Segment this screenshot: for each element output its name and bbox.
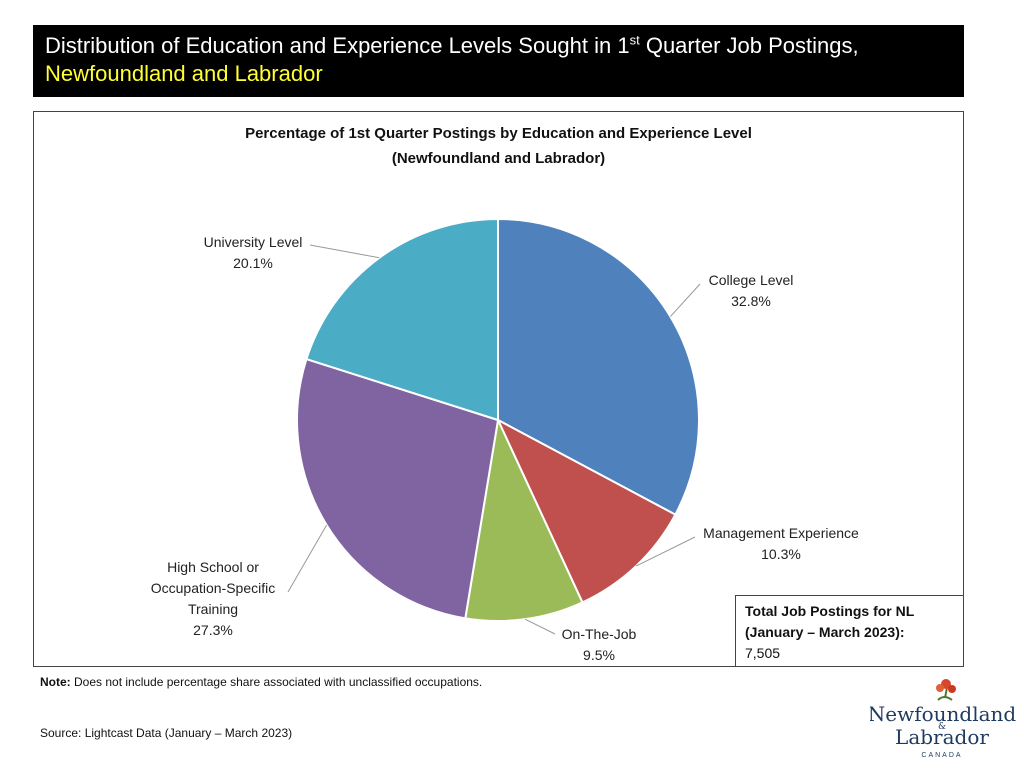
title-text: Distribution of Education and Experience… bbox=[45, 33, 630, 58]
logo-text: & bbox=[938, 722, 946, 732]
leader-line bbox=[669, 283, 701, 317]
leader-line bbox=[309, 244, 380, 259]
value-label: 32.8% bbox=[731, 293, 771, 309]
slice-label: On-The-Job 9.5% bbox=[549, 624, 649, 666]
leader-line bbox=[635, 536, 696, 567]
header: Distribution of Education and Experience… bbox=[33, 25, 964, 97]
slice-label: Management Experience 10.3% bbox=[681, 523, 881, 565]
logo: Newfoundland & Labrador CANADA bbox=[870, 679, 1016, 759]
category-label: University Level bbox=[203, 234, 303, 250]
source: Source: Lightcast Data (January – March … bbox=[40, 726, 293, 740]
note-text: Does not include percentage share associ… bbox=[70, 675, 483, 689]
logo-text: CANADA bbox=[921, 752, 962, 759]
value-label: 20.1% bbox=[233, 255, 273, 271]
title-text: Quarter Job Postings, bbox=[639, 33, 859, 58]
slice-label: High School or Occupation-Specific Train… bbox=[133, 557, 293, 641]
value-label: 10.3% bbox=[761, 546, 801, 562]
slice-label: University Level 20.1% bbox=[183, 232, 323, 274]
category-label: High School or Occupation-Specific Train… bbox=[150, 559, 276, 617]
total-box: Total Job Postings for NL (January – Mar… bbox=[735, 595, 964, 667]
logo-flower bbox=[936, 679, 956, 701]
chart-subtitle: (Newfoundland and Labrador) bbox=[391, 150, 606, 167]
logo-text: Labrador bbox=[895, 725, 989, 749]
total-title: Total Job Postings for NL (January – Mar… bbox=[745, 603, 915, 640]
leader-line bbox=[287, 524, 328, 593]
value-label: 27.3% bbox=[193, 622, 233, 638]
chart-frame bbox=[33, 111, 964, 667]
pie-slice bbox=[464, 416, 584, 622]
category-label: On-The-Job bbox=[561, 626, 637, 642]
chart-title: Percentage of 1st Quarter Postings by Ed… bbox=[245, 125, 752, 142]
value-label: 9.5% bbox=[583, 647, 615, 663]
logo-text: Newfoundland bbox=[870, 702, 1016, 726]
category-label: Management Experience bbox=[703, 525, 859, 541]
slice-label: College Level 32.8% bbox=[691, 270, 811, 312]
title-highlight: Newfoundland and Labrador bbox=[45, 61, 323, 86]
note: Note: Does not include percentage share … bbox=[40, 675, 482, 689]
leader-line bbox=[524, 618, 556, 635]
total-value: 7,505 bbox=[745, 645, 781, 661]
title-sup: st bbox=[629, 32, 640, 48]
note-label: Note: bbox=[40, 675, 71, 689]
category-label: College Level bbox=[708, 272, 794, 288]
